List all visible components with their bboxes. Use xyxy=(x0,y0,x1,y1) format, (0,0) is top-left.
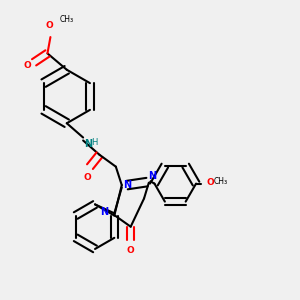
Text: N: N xyxy=(123,180,131,190)
Text: N: N xyxy=(100,207,108,217)
Text: H: H xyxy=(92,138,98,147)
Text: O: O xyxy=(84,172,92,182)
Text: O: O xyxy=(127,246,135,255)
Text: N: N xyxy=(85,139,93,149)
Text: O: O xyxy=(24,61,32,70)
Text: N: N xyxy=(148,171,157,181)
Text: O: O xyxy=(206,178,214,188)
Text: CH₃: CH₃ xyxy=(213,177,227,186)
Text: CH₃: CH₃ xyxy=(60,15,74,24)
Text: O: O xyxy=(45,21,53,30)
